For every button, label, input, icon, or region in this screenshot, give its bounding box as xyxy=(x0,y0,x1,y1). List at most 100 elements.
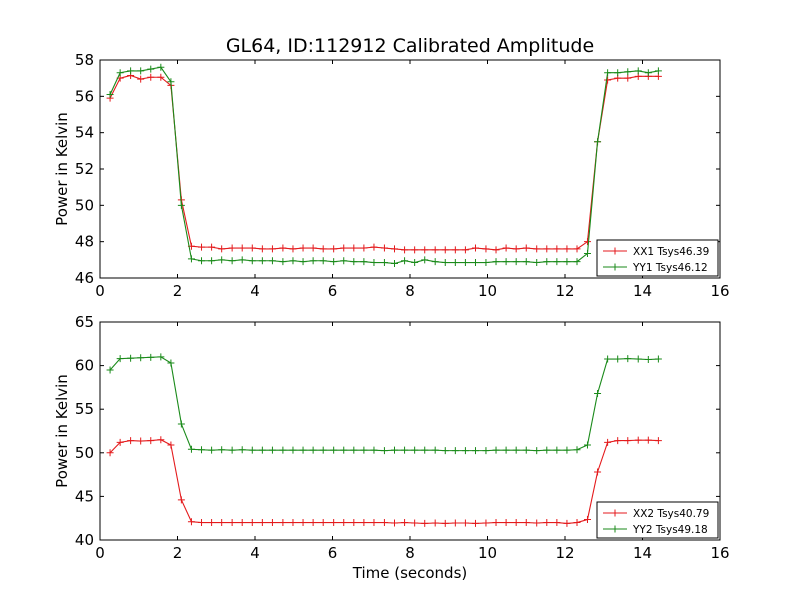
data-point xyxy=(299,519,307,527)
data-point xyxy=(309,446,317,454)
data-point xyxy=(258,245,266,253)
data-point xyxy=(360,519,368,527)
legend-label: YY1 Tsys46.12 xyxy=(632,262,708,274)
series-line xyxy=(109,74,659,251)
data-point xyxy=(330,446,338,454)
data-point xyxy=(380,259,388,267)
data-point xyxy=(157,63,165,71)
series-1 xyxy=(106,71,662,254)
data-point xyxy=(340,519,348,527)
data-point xyxy=(634,355,642,363)
data-point xyxy=(492,246,500,254)
data-point xyxy=(340,446,348,454)
y-tick-label: 40 xyxy=(75,531,94,549)
data-point xyxy=(492,446,500,454)
data-point xyxy=(634,436,642,444)
data-point xyxy=(482,245,490,253)
data-point xyxy=(370,259,378,267)
data-point xyxy=(268,257,276,265)
data-point xyxy=(268,519,276,527)
series-line xyxy=(109,66,659,265)
y-tick-label: 58 xyxy=(75,51,94,69)
data-point xyxy=(411,446,419,454)
data-point xyxy=(654,67,662,75)
data-point xyxy=(350,258,358,266)
data-point xyxy=(238,244,246,252)
data-point xyxy=(299,446,307,454)
data-point xyxy=(116,438,124,446)
data-point xyxy=(218,446,226,454)
data-point xyxy=(187,445,195,453)
y-tick-label: 52 xyxy=(75,160,94,178)
data-point xyxy=(614,69,622,77)
data-point xyxy=(258,446,266,454)
data-point xyxy=(401,519,409,527)
data-point xyxy=(208,446,216,454)
y-tick-label: 60 xyxy=(75,357,94,375)
data-point xyxy=(563,258,571,266)
data-point xyxy=(177,496,185,504)
data-point xyxy=(167,441,175,449)
data-point xyxy=(228,257,236,265)
data-point xyxy=(482,519,490,527)
data-point xyxy=(228,519,236,527)
data-point xyxy=(512,258,520,266)
data-point xyxy=(553,519,561,527)
data-point xyxy=(411,259,419,267)
data-point xyxy=(147,353,155,361)
legend-box xyxy=(596,501,719,539)
data-point xyxy=(330,245,338,253)
legend-label: XX2 Tsys40.79 xyxy=(633,508,709,520)
data-point xyxy=(350,244,358,252)
data-point xyxy=(198,446,206,454)
data-point xyxy=(208,257,216,265)
data-point xyxy=(441,447,449,455)
data-point xyxy=(157,73,165,81)
data-point xyxy=(289,446,297,454)
legend-marker xyxy=(611,509,619,517)
data-point xyxy=(624,74,632,82)
data-point xyxy=(594,138,602,146)
data-point xyxy=(431,446,439,454)
data-point xyxy=(431,246,439,254)
data-point xyxy=(106,449,114,457)
data-point xyxy=(147,437,155,445)
data-point xyxy=(370,243,378,251)
data-point xyxy=(238,519,246,527)
y-axis-label: Power in Kelvin xyxy=(53,374,71,488)
data-point xyxy=(330,519,338,527)
data-point xyxy=(279,446,287,454)
data-point xyxy=(370,519,378,527)
data-point xyxy=(461,246,469,254)
data-point xyxy=(279,258,287,266)
data-point xyxy=(563,519,571,527)
x-tick-label: 16 xyxy=(710,282,729,300)
data-point xyxy=(391,519,398,527)
data-point xyxy=(360,244,368,252)
data-point xyxy=(502,244,510,252)
data-point xyxy=(106,366,114,374)
data-point xyxy=(177,420,185,428)
data-point xyxy=(411,246,419,254)
data-point xyxy=(401,257,409,265)
data-point xyxy=(218,256,226,264)
data-point xyxy=(401,446,409,454)
data-point xyxy=(604,438,612,446)
data-point xyxy=(624,355,632,363)
data-point xyxy=(421,256,429,264)
data-point xyxy=(543,258,551,266)
data-point xyxy=(157,353,165,361)
legend-marker xyxy=(611,525,619,533)
data-point xyxy=(248,257,256,265)
data-point xyxy=(309,257,317,265)
data-point xyxy=(268,446,276,454)
data-point xyxy=(543,446,551,454)
data-point xyxy=(228,446,236,454)
data-point xyxy=(380,447,388,455)
data-point xyxy=(522,258,530,266)
data-point xyxy=(573,258,581,266)
data-point xyxy=(461,259,469,267)
data-point xyxy=(360,446,368,454)
x-tick-label: 14 xyxy=(633,544,652,562)
